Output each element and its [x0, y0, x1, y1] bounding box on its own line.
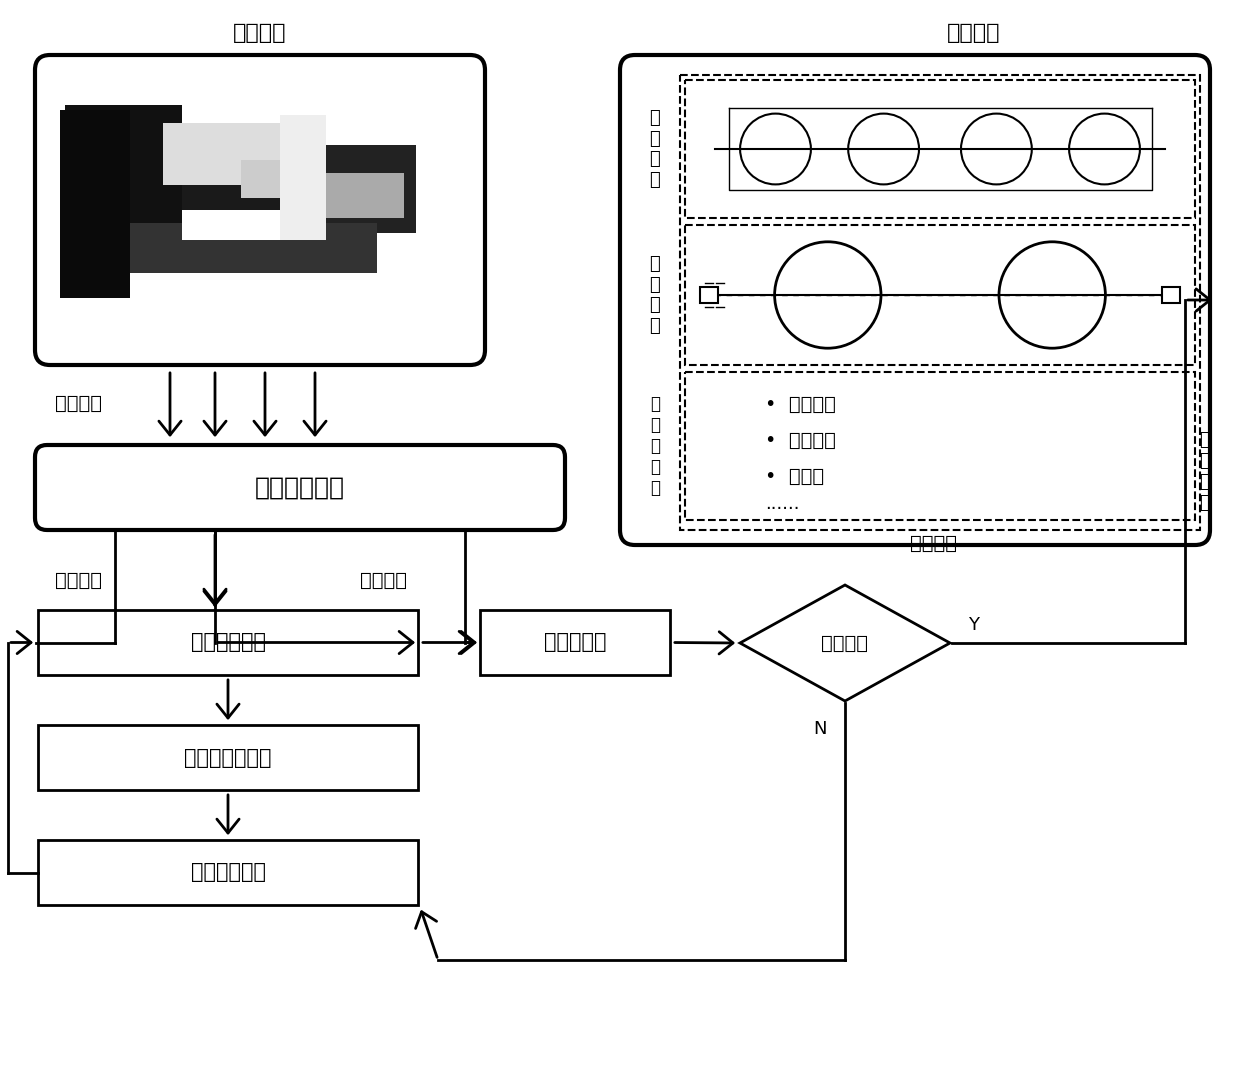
Bar [86, 125, 300, 238]
Text: 参数更新: 参数更新 [910, 533, 957, 553]
Text: 精度检验: 精度检验 [821, 633, 868, 653]
Text: 构造响应面函数: 构造响应面函数 [185, 747, 272, 768]
Bar [1162, 286, 1180, 303]
Bar [104, 223, 377, 272]
Bar [241, 160, 299, 197]
Bar [38, 725, 418, 791]
Text: 行
为
模
型: 行 为 模 型 [650, 255, 661, 335]
Text: N: N [813, 721, 827, 738]
Text: •  材料类型: • 材料类型 [765, 394, 836, 414]
FancyBboxPatch shape [35, 445, 565, 530]
Text: 构造目标函数: 构造目标函数 [191, 632, 265, 653]
Text: 数据处理系统: 数据处理系统 [255, 476, 345, 500]
Text: Y: Y [968, 616, 980, 634]
Bar [684, 372, 1195, 520]
Text: 物理系统: 物理系统 [233, 23, 286, 43]
Bar [306, 172, 404, 218]
Bar [60, 80, 465, 345]
Text: 选择修正参数: 选择修正参数 [191, 863, 265, 882]
Text: 测量响应: 测量响应 [55, 571, 102, 589]
Bar [64, 104, 182, 255]
Bar [680, 75, 1200, 530]
Text: •  弹性模量: • 弹性模量 [765, 431, 836, 449]
Bar [162, 123, 299, 185]
Bar [182, 210, 279, 240]
Bar [480, 610, 670, 675]
Text: 数
材
料
参
数: 数 材 料 参 数 [650, 395, 660, 496]
Bar [38, 840, 418, 905]
Bar [279, 145, 415, 233]
Text: 多项式拟合: 多项式拟合 [544, 632, 606, 653]
Text: ......: ...... [765, 495, 800, 513]
Bar [279, 115, 326, 240]
Bar [684, 80, 1195, 218]
Text: 计算响应: 计算响应 [360, 571, 407, 589]
Polygon shape [740, 585, 950, 701]
Text: 信号采集: 信号采集 [55, 393, 102, 412]
FancyBboxPatch shape [620, 55, 1210, 545]
Bar [38, 610, 418, 675]
FancyBboxPatch shape [35, 55, 485, 365]
Text: 数字孪生: 数字孪生 [947, 23, 1001, 43]
Text: 几
何
模
型: 几 何 模 型 [650, 109, 661, 190]
Bar [60, 110, 130, 297]
Text: 模
型
修
正: 模 型 修 正 [1199, 431, 1210, 512]
Bar [684, 225, 1195, 365]
Bar [701, 286, 718, 303]
Text: •  泊松比: • 泊松比 [765, 466, 825, 486]
